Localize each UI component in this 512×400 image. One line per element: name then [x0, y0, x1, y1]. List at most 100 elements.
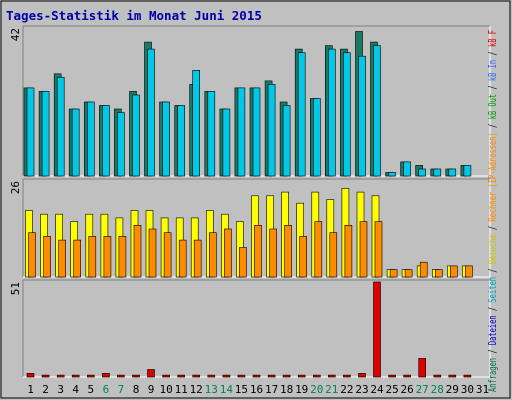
bar-hosts-rechner-ip-adressen--day-30	[465, 265, 473, 278]
bar-requests-anfragen-day-23	[358, 55, 366, 177]
legend-segment-4: Seiten	[487, 277, 499, 303]
bar-requests-anfragen-day-5	[87, 101, 95, 177]
bar-requests-anfragen-day-24	[373, 45, 381, 177]
bar-requests-anfragen-day-28	[433, 168, 442, 177]
bar-traffic-kb-f-day-9	[147, 369, 155, 378]
bar-hosts-rechner-ip-adressen--day-18	[284, 225, 292, 278]
x-tick-label-day-10: 10	[159, 383, 172, 396]
bar-hosts-rechner-ip-adressen--day-10	[163, 232, 172, 278]
x-tick-label-day-16: 16	[250, 383, 263, 396]
x-tick-label-day-21: 21	[325, 383, 338, 396]
bar-traffic-kb-f-day-17	[267, 374, 276, 378]
x-tick-label-day-31: 31	[476, 383, 489, 396]
x-tick-label-day-11: 11	[175, 383, 188, 396]
legend-vertical: Anfragen / Dateien / Seiten / Besuche / …	[487, 30, 499, 392]
legend-segment-10: kB Out	[487, 94, 499, 120]
bar-hosts-rechner-ip-adressen--day-24	[374, 221, 383, 278]
bar-traffic-kb-f-day-21	[327, 374, 336, 378]
x-tick-label-day-3: 3	[57, 383, 64, 396]
bar-traffic-kb-f-day-30	[463, 374, 472, 378]
x-tick-label-day-9: 9	[148, 383, 155, 396]
bar-hosts-rechner-ip-adressen--day-22	[344, 225, 353, 278]
x-tick-label-day-2: 2	[42, 383, 49, 396]
x-tick-label-day-26: 26	[400, 383, 413, 396]
bar-traffic-kb-f-day-5	[87, 374, 95, 378]
bar-hosts-rechner-ip-adressen--day-26	[404, 269, 413, 278]
bar-hosts-rechner-ip-adressen--day-1	[28, 232, 36, 278]
bar-requests-anfragen-day-16	[252, 87, 261, 177]
bar-traffic-kb-f-day-27	[418, 358, 427, 378]
bar-traffic-kb-f-day-24	[373, 281, 381, 378]
bar-requests-anfragen-day-20	[312, 98, 321, 177]
bar-requests-anfragen-day-25	[388, 172, 396, 177]
bar-traffic-kb-f-day-18	[282, 374, 291, 378]
x-tick-label-day-23: 23	[355, 383, 368, 396]
legend-segment-6: Besuche	[487, 234, 499, 264]
bar-traffic-kb-f-day-25	[388, 374, 396, 378]
x-tick-label-day-30: 30	[461, 383, 474, 396]
x-tick-label-day-29: 29	[446, 383, 459, 396]
x-tick-label-day-8: 8	[133, 383, 140, 396]
legend-segment-1: /	[487, 345, 499, 358]
bar-hosts-rechner-ip-adressen--day-25	[389, 269, 398, 278]
chart-title: Tages-Statistik im Monat Juni 2015	[6, 8, 262, 23]
legend-segment-12: kB In	[487, 60, 499, 81]
bar-requests-anfragen-day-3	[56, 77, 65, 177]
bar-hosts-rechner-ip-adressen--day-23	[359, 221, 368, 278]
scale-label-requests: 42	[9, 28, 22, 41]
legend-segment-8: Rechner (IP-Adressen)	[487, 132, 499, 221]
bar-requests-anfragen-day-4	[71, 108, 80, 177]
legend-segment-9: /	[487, 119, 499, 132]
bar-requests-anfragen-day-7	[117, 112, 125, 177]
bar-hosts-rechner-ip-adressen--day-11	[178, 239, 187, 278]
bar-hosts-rechner-ip-adressen--day-14	[224, 228, 232, 278]
bar-traffic-kb-f-day-26	[403, 374, 411, 378]
legend-segment-11: /	[487, 81, 499, 94]
x-tick-label-day-24: 24	[370, 383, 384, 396]
bar-requests-anfragen-day-14	[222, 108, 231, 177]
bar-hosts-rechner-ip-adressen--day-15	[239, 247, 247, 278]
bar-requests-anfragen-day-18	[282, 105, 291, 177]
legend-segment-13: /	[487, 47, 499, 60]
x-tick-label-day-27: 27	[416, 383, 429, 396]
x-tick-label-day-20: 20	[310, 383, 323, 396]
x-tick-label-day-1: 1	[27, 383, 34, 396]
bar-hosts-rechner-ip-adressen--day-17	[269, 228, 277, 278]
x-tick-label-day-18: 18	[280, 383, 293, 396]
bar-requests-anfragen-day-10	[162, 101, 170, 177]
bar-traffic-kb-f-day-14	[222, 374, 231, 378]
bar-requests-anfragen-day-11	[177, 105, 185, 177]
x-tick-label-day-28: 28	[431, 383, 444, 396]
bar-hosts-rechner-ip-adressen--day-20	[314, 221, 323, 278]
bar-hosts-rechner-ip-adressen--day-9	[148, 228, 157, 278]
bar-hosts-rechner-ip-adressen--day-21	[329, 232, 338, 278]
bar-traffic-kb-f-day-2	[41, 374, 50, 378]
bar-traffic-kb-f-day-23	[358, 372, 366, 378]
bar-requests-anfragen-day-1	[26, 87, 35, 177]
bar-requests-anfragen-day-9	[147, 48, 155, 177]
scale-label-traffic: 51	[9, 282, 22, 295]
bar-hosts-rechner-ip-adressen--day-5	[88, 236, 97, 278]
bar-traffic-kb-f-day-7	[117, 374, 125, 378]
bar-requests-anfragen-day-29	[448, 168, 457, 177]
legend-segment-0: Anfragen	[487, 358, 499, 392]
bar-hosts-rechner-ip-adressen--day-19	[299, 236, 308, 278]
bar-requests-anfragen-day-17	[267, 84, 276, 177]
bar-traffic-kb-f-day-28	[433, 374, 442, 378]
bar-hosts-rechner-ip-adressen--day-28	[434, 269, 443, 278]
bar-requests-anfragen-day-22	[343, 52, 351, 177]
x-tick-label-day-6: 6	[103, 383, 110, 396]
bar-traffic-kb-f-day-20	[312, 374, 321, 378]
bar-traffic-kb-f-day-3	[56, 374, 65, 378]
scale-label-hosts: 26	[9, 181, 22, 194]
bar-hosts-rechner-ip-adressen--day-12	[193, 239, 202, 278]
bar-traffic-kb-f-day-1	[26, 372, 35, 378]
bar-requests-anfragen-day-13	[207, 91, 216, 177]
bar-hosts-rechner-ip-adressen--day-27	[419, 261, 428, 278]
bar-traffic-kb-f-day-11	[177, 374, 185, 378]
bar-hosts-rechner-ip-adressen--day-29	[449, 265, 458, 278]
x-tick-label-day-13: 13	[205, 383, 218, 396]
panel-traffic	[23, 280, 490, 377]
